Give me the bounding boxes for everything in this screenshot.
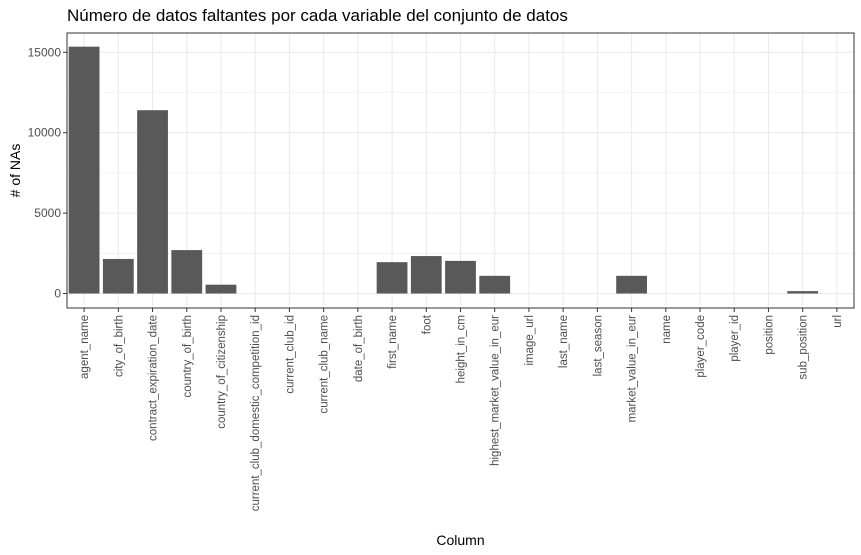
x-axis-ticks: agent_name city_of_birth contract_expirati… — [79, 308, 844, 511]
x-tick-label: current_club_name — [319, 315, 331, 413]
x-tick-label: height_in_cm — [456, 315, 468, 383]
x-tick-label: date_of_birth — [353, 315, 365, 382]
x-tick-label: foot — [421, 314, 433, 334]
x-tick-label: current_club_id — [284, 315, 296, 394]
x-tick-label: contract_expiration_date — [148, 315, 160, 441]
x-tick-label: last_season — [592, 315, 604, 376]
x-tick-label: first_name — [387, 315, 399, 369]
bar-sub_position — [787, 291, 819, 294]
x-tick-label: player_id — [729, 315, 741, 362]
x-tick-label: position — [763, 315, 775, 355]
bar-agent_name — [68, 46, 100, 294]
bar-first_name — [376, 262, 408, 294]
x-tick-label: city_of_birth — [113, 315, 125, 377]
bar-city_of_birth — [102, 258, 134, 294]
y-tick-label: 15000 — [28, 45, 62, 59]
bars — [68, 46, 819, 294]
x-tick-label: image_url — [524, 315, 536, 366]
x-tick-label: country_of_citizenship — [216, 315, 228, 429]
y-axis-title: # of NAs — [7, 144, 23, 198]
y-tick-label: 5000 — [34, 206, 61, 220]
x-axis-title: Column — [436, 532, 484, 548]
x-tick-label: name — [661, 315, 673, 344]
x-tick-label: highest_market_value_in_eur — [490, 315, 502, 466]
bar-highest_market_value_in_eur — [479, 275, 511, 294]
y-tick-label: 10000 — [28, 126, 62, 140]
chart-title: Número de datos faltantes por cada varia… — [67, 6, 568, 25]
x-tick-label: last_name — [558, 315, 570, 368]
bar-height_in_cm — [445, 260, 476, 294]
x-tick-label: market_value_in_eur — [627, 315, 639, 423]
bar-foot — [410, 256, 442, 294]
x-tick-label: current_club_domestic_competition_id — [250, 315, 262, 511]
y-tick-label: 0 — [54, 287, 61, 301]
x-tick-label: player_code — [695, 315, 707, 378]
x-tick-label: agent_name — [79, 315, 91, 379]
bar-market_value_in_eur — [616, 275, 647, 294]
x-tick-label: sub_position — [798, 315, 810, 380]
bar-contract_expiration_date — [137, 110, 168, 294]
bar-country_of_citizenship — [205, 284, 237, 294]
x-tick-label: url — [832, 315, 844, 328]
bar-country_of_birth — [171, 250, 203, 294]
y-axis-ticks: 0 5000 10000 15000 — [28, 45, 67, 301]
x-tick-label: country_of_birth — [182, 315, 194, 397]
